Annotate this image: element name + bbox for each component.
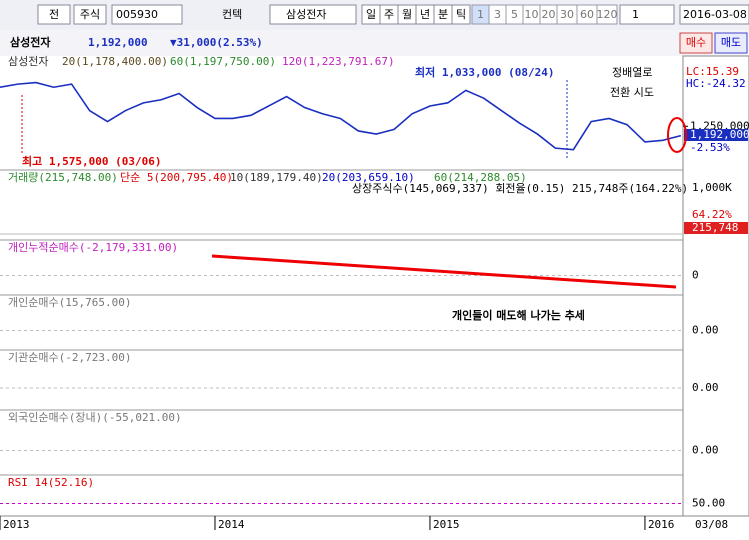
- interval-label: 5: [511, 8, 518, 21]
- tool-button: 컨텍: [222, 8, 242, 21]
- hc-label: HC:-24.32: [686, 77, 746, 90]
- interval-label: 3: [494, 8, 501, 21]
- x-tick-label: 2015: [433, 518, 460, 531]
- toolbar-button-label: 주식: [80, 8, 100, 21]
- interval-label: 60: [580, 8, 594, 21]
- panel-title: 거래량(215,748.00): [8, 171, 118, 184]
- stock-code: 005930: [116, 8, 158, 21]
- period-label: 틱: [456, 8, 466, 21]
- trend-line: [211, 254, 677, 289]
- date: 2016-03-08: [683, 8, 747, 21]
- toolbar-button-label: 전: [49, 8, 59, 21]
- ma-legend: 120(1,223,791.67): [282, 55, 395, 68]
- ma-legend: 20(1,178,400.00): [62, 55, 168, 68]
- header-bar: [0, 30, 749, 56]
- buy-label: 매수: [686, 36, 706, 49]
- volume-tag: [684, 222, 748, 234]
- panel-right-label: 0.00: [692, 381, 719, 394]
- panel-right-label: 0.00: [692, 444, 719, 457]
- x-tick-label: 2014: [218, 518, 245, 531]
- interval-label: 1: [477, 8, 484, 21]
- panel-legend: 10(189,179.40): [230, 171, 323, 184]
- panel-right-label: 1,000K: [692, 181, 732, 194]
- price-tag: [684, 129, 748, 141]
- pct-label: -2.53%: [690, 141, 730, 154]
- panel-right-label: 215,748: [692, 221, 738, 234]
- panel-legend: 20(203,659.10): [322, 171, 415, 184]
- count-input[interactable]: [619, 4, 675, 25]
- highlight-circle: [667, 117, 687, 153]
- lc-label: LC:15.39: [686, 65, 739, 78]
- panel-title: 외국인순매수(장내)(-55,021.00): [8, 411, 182, 424]
- period-button[interactable]: [451, 4, 471, 25]
- period-label: 년: [420, 8, 430, 21]
- interval-label: 120: [597, 8, 618, 21]
- note-line-2: 전환 시도: [610, 86, 654, 99]
- panel-right-label: 0.00: [692, 324, 719, 337]
- note-line-1: 정배열로: [612, 66, 652, 79]
- date-input[interactable]: [679, 4, 749, 25]
- panel-title: 개인누적순매수(-2,179,331.00): [8, 241, 178, 254]
- sell-button[interactable]: [714, 32, 748, 54]
- stock-title: 삼성전자: [10, 35, 51, 49]
- count: 1: [632, 8, 639, 21]
- period-label: 주: [384, 8, 394, 21]
- price-line: [0, 81, 682, 151]
- current-price: 1,192,000: [88, 36, 148, 49]
- panel-right-label: 50.00: [692, 497, 725, 510]
- code-input[interactable]: [111, 4, 183, 25]
- panel-legend: 단순 5(200,795.40): [120, 171, 233, 184]
- interval-button[interactable]: [596, 4, 618, 25]
- ma-legend: 60(1,197,750.00): [170, 55, 276, 68]
- trend-annotation: 개인들이 매도해 나가는 추세: [452, 308, 585, 322]
- panel-info: 상장주식수(145,069,337) 회전율(0.15) 215,748주(16…: [352, 182, 688, 195]
- toolbar-button[interactable]: [37, 4, 71, 25]
- interval-label: 20: [542, 8, 556, 21]
- panel-right-label: 0: [692, 269, 699, 282]
- buy-button[interactable]: [679, 32, 713, 54]
- interval-label: 10: [525, 8, 539, 21]
- panel-legend: 60(214,288.05): [434, 171, 527, 184]
- period-label: 월: [402, 8, 412, 21]
- x-tick-label: 2013: [3, 518, 30, 531]
- stock-name: 삼성전자: [286, 8, 326, 21]
- panel-title: RSI 14(52.16): [8, 476, 94, 489]
- interval-label: 30: [560, 8, 574, 21]
- price-change: ▼31,000(2.53%): [170, 36, 263, 49]
- high-annotation: 최고 1,575,000 (03/06): [22, 154, 161, 168]
- panel-title: 기관순매수(-2,723.00): [8, 351, 131, 364]
- price-tag-label: 1,192,000: [690, 128, 749, 141]
- period-label: 분: [438, 8, 448, 21]
- low-annotation: 최저 1,033,000 (08/24): [415, 65, 554, 79]
- cursor-date: 03/08: [695, 518, 728, 531]
- period-label: 일: [366, 7, 376, 21]
- x-tick-label: 2016: [648, 518, 675, 531]
- legend-name: 삼성전자: [8, 55, 48, 68]
- stock-select[interactable]: [269, 4, 357, 25]
- sell-label: 매도: [721, 36, 741, 49]
- panel-title: 개인순매수(15,765.00): [8, 296, 131, 309]
- toolbar-button[interactable]: [73, 4, 107, 25]
- panel-right-label: 64.22%: [692, 208, 732, 221]
